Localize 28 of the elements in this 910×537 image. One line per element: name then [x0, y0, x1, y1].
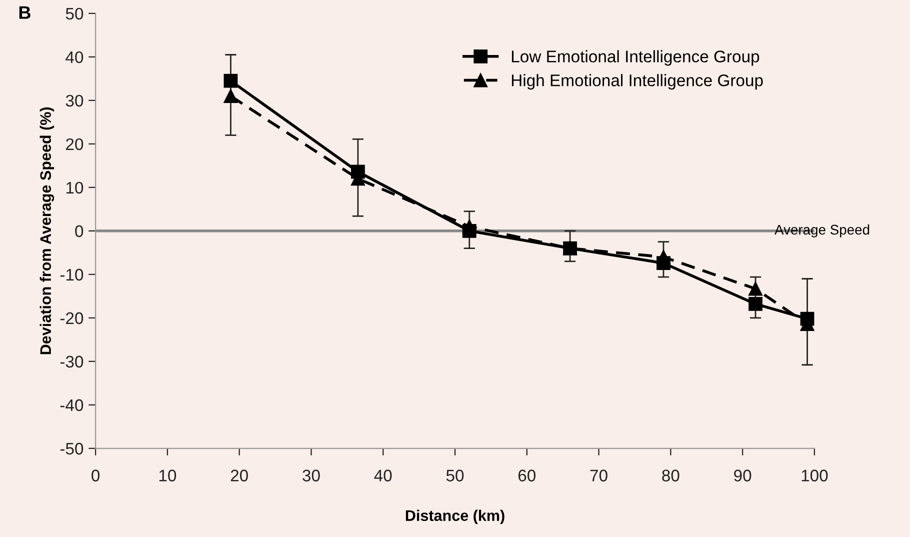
x-tick-label: 90 [734, 470, 752, 482]
chart-title: B [19, 6, 30, 19]
legend-label: Low Emotional Intelligence Group [512, 50, 760, 66]
y-tick-label: 10 [66, 182, 84, 194]
x-tick-label: 40 [374, 470, 392, 482]
x-tick-label: 30 [302, 470, 320, 482]
x-tick-label: 70 [590, 470, 608, 482]
x-tick-label: 50 [446, 470, 464, 482]
y-tick-label: 30 [66, 94, 84, 107]
x-axis-title: Distance (km) [406, 510, 504, 524]
y-tick-label: -10 [60, 268, 84, 281]
legend-label: High Emotional Intelligence Group [512, 74, 763, 90]
y-tick-label: 20 [66, 138, 84, 150]
ref-line-label: Average Speed [774, 224, 870, 238]
y-tick-label: 0 [75, 225, 84, 238]
x-tick-label: 20 [230, 470, 248, 482]
y-tick-label: -50 [60, 442, 84, 455]
x-tick-label: 10 [159, 470, 176, 482]
y-tick-label: -30 [60, 356, 84, 368]
y-tick-label: -20 [60, 312, 84, 324]
y-tick-label: -40 [60, 399, 84, 412]
x-tick-label: 0 [92, 470, 100, 482]
y-tick-label: 50 [66, 8, 84, 20]
x-tick-label: 100 [802, 470, 828, 482]
x-tick-label: 60 [518, 470, 536, 482]
y-tick-label: 40 [66, 51, 84, 64]
y-axis-title: Deviation from Average Speed (%) [40, 107, 54, 354]
x-tick-label: 80 [662, 470, 680, 482]
